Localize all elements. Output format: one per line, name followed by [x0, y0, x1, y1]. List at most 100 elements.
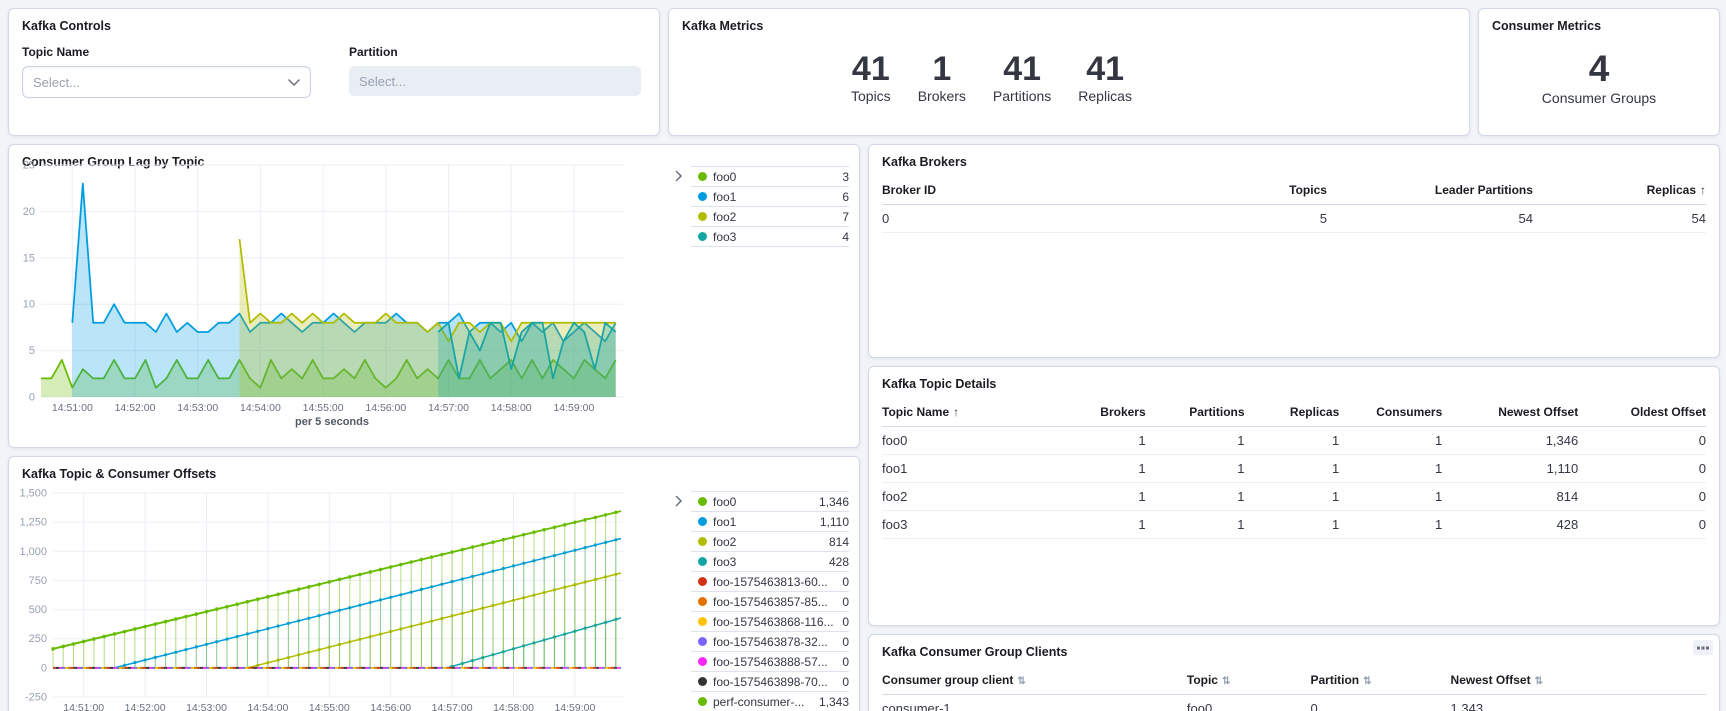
column-header-label: Topics [1289, 183, 1327, 197]
legend-series-name: foo0 [713, 169, 737, 184]
panel-consumer-group-lag: Consumer Group Lag by Topic 0 5 10 15 20 25 14… [8, 144, 860, 448]
lag-chart-legend: foo0 3 foo1 6 foo2 7 foo3 4 [691, 166, 849, 247]
topic-name-input[interactable] [23, 74, 288, 90]
legend-series-value: 428 [828, 554, 849, 569]
legend-series-value: 1,343 [818, 694, 849, 709]
topic-name-select[interactable] [22, 66, 311, 98]
metric-label: Brokers [917, 88, 966, 105]
panel-consumer-metrics: Consumer Metrics 4 Consumer Groups [1478, 8, 1720, 136]
column-header[interactable]: Brokers [1055, 397, 1146, 427]
column-header[interactable]: Replicas [1244, 397, 1340, 427]
column-header[interactable]: Topics [1145, 175, 1327, 205]
table-cell: 1,343 [1450, 694, 1706, 711]
legend-series-dot-icon [698, 677, 707, 686]
panel-kafka-metrics: Kafka Metrics 41 Topics 1 Brokers 41 Partitio… [668, 8, 1470, 136]
panel-title: Kafka Metrics [682, 19, 764, 33]
legend-item[interactable]: foo-1575463857-85... 0 [691, 592, 849, 612]
legend-series-name: foo0 [713, 494, 737, 509]
column-header[interactable]: Topic ⇅ [1186, 665, 1311, 695]
svg-text:5: 5 [29, 345, 35, 357]
svg-text:14:59:00: 14:59:00 [553, 402, 594, 414]
column-header[interactable]: Partition ⇅ [1310, 665, 1451, 695]
table-cell: 814 [1442, 482, 1579, 511]
panel-menu-button[interactable] [1693, 640, 1713, 655]
lag-chart[interactable]: 0 5 10 15 20 25 14:51:00 14:52:00 14:53:00 14:54:… [17, 159, 629, 437]
panel-kafka-topic-details: Kafka Topic Details Topic Name ↑ Brokers Pa… [868, 366, 1720, 626]
svg-text:14:52:00: 14:52:00 [125, 702, 166, 711]
table-row: consumer-1 foo0 0 1,343 [882, 694, 1706, 711]
panel-title: Kafka Controls [22, 19, 111, 33]
table-cell: 1 [1339, 510, 1443, 539]
column-header[interactable]: Replicas ↑ [1532, 175, 1706, 205]
legend-series-value: 0 [842, 594, 849, 609]
metric-value: 41 [1086, 49, 1125, 88]
column-header[interactable]: Leader Partitions [1326, 175, 1533, 205]
legend-series-name: foo2 [713, 209, 737, 224]
legend-item[interactable]: foo3 4 [691, 227, 849, 247]
legend-expand-chevron-right-icon[interactable] [675, 170, 683, 182]
clients-table: Consumer group client ⇅ Topic ⇅ Partition ⇅ Ne… [882, 665, 1706, 711]
panel-title: Kafka Brokers [882, 155, 967, 169]
legend-series-dot-icon [698, 637, 707, 646]
metric: 41 Replicas [1078, 49, 1132, 105]
legend-item[interactable]: perf-consumer-... 1,343 [691, 692, 849, 711]
panel-topic-consumer-offsets: Kafka Topic & Consumer Offsets -250 0 250 5… [8, 456, 860, 711]
column-header-label: Broker ID [882, 183, 937, 197]
partition-select[interactable] [349, 66, 641, 96]
legend-series-value: 4 [842, 229, 849, 244]
metric-label: Replicas [1078, 88, 1132, 105]
legend-item[interactable]: foo1 1,110 [691, 512, 849, 532]
panel-title: Kafka Topic & Consumer Offsets [22, 467, 217, 481]
legend-series-dot-icon [698, 517, 707, 526]
legend-item[interactable]: foo0 3 [691, 167, 849, 187]
column-header[interactable]: Consumer group client ⇅ [882, 665, 1187, 695]
sortable-icon: ⇅ [1017, 676, 1026, 687]
legend-item[interactable]: foo2 814 [691, 532, 849, 552]
column-header[interactable]: Partitions [1145, 397, 1245, 427]
chevron-down-icon [288, 78, 300, 86]
column-header[interactable]: Topic Name ↑ [882, 397, 1056, 427]
legend-item[interactable]: foo3 428 [691, 552, 849, 572]
column-header[interactable]: Consumers [1339, 397, 1443, 427]
legend-item[interactable]: foo0 1,346 [691, 492, 849, 512]
sort-asc-icon: ↑ [953, 405, 960, 419]
legend-item[interactable]: foo-1575463898-70... 0 [691, 672, 849, 692]
column-header[interactable]: Newest Offset ⇅ [1450, 665, 1706, 695]
legend-series-dot-icon [698, 557, 707, 566]
metric-value: 4 [1588, 48, 1610, 90]
legend-item[interactable]: foo-1575463878-32... 0 [691, 632, 849, 652]
table-row: foo0 1 1 1 1 1,346 0 [882, 426, 1706, 455]
table-cell: 1 [1244, 426, 1340, 455]
partition-input[interactable] [349, 73, 641, 89]
table-cell: foo0 [882, 426, 1056, 455]
table-cell: 1 [1145, 426, 1245, 455]
legend-series-dot-icon [698, 537, 707, 546]
legend-item[interactable]: foo-1575463813-60... 0 [691, 572, 849, 592]
offsets-chart[interactable]: -250 0 250 500 750 1,000 1,250 1,500 14:51:00 14:… [17, 481, 629, 711]
legend-expand-chevron-right-icon[interactable] [675, 495, 683, 507]
metric-value: 1 [932, 49, 952, 88]
metric: 4 Consumer Groups [1542, 50, 1656, 106]
metric-value: 41 [851, 49, 890, 88]
column-header[interactable]: Oldest Offset [1578, 397, 1706, 427]
legend-item[interactable]: foo-1575463868-116... 0 [691, 612, 849, 632]
column-header-label: Consumers [1376, 405, 1443, 419]
panel-title: Consumer Metrics [1492, 19, 1602, 33]
legend-item[interactable]: foo-1575463888-57... 0 [691, 652, 849, 672]
legend-series-dot-icon [698, 497, 707, 506]
legend-series-dot-icon [698, 617, 707, 626]
table-cell: 1 [1244, 482, 1340, 511]
controls-body: Topic Name Partition [9, 35, 659, 98]
table-cell: 1 [1145, 482, 1245, 511]
legend-series-name: foo1 [713, 514, 737, 529]
legend-item[interactable]: foo2 7 [691, 207, 849, 227]
svg-text:500: 500 [29, 604, 47, 616]
legend-series-name: foo-1575463878-32... [713, 634, 828, 649]
legend-item[interactable]: foo1 6 [691, 187, 849, 207]
table-cell: foo0 [1186, 694, 1311, 711]
svg-text:10: 10 [23, 299, 35, 311]
svg-text:750: 750 [29, 575, 47, 587]
legend-series-name: foo-1575463813-60... [713, 574, 828, 589]
column-header[interactable]: Broker ID [882, 175, 1146, 205]
column-header[interactable]: Newest Offset [1442, 397, 1579, 427]
